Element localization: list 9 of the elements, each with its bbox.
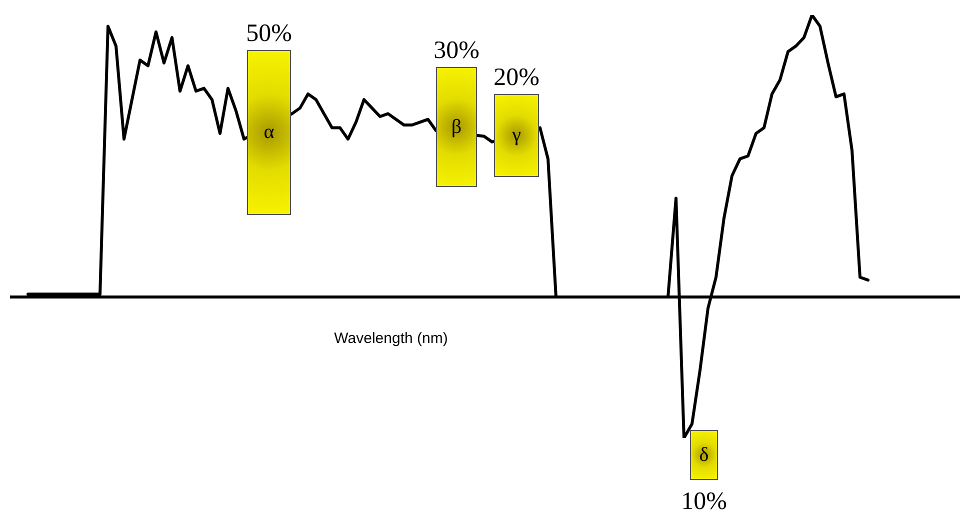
annotation: 50%: [245, 20, 293, 48]
label-box: α: [247, 50, 291, 215]
label-box: γ: [494, 94, 539, 177]
label-box: δ: [690, 430, 718, 480]
annotation: 20%: [492, 64, 540, 92]
text: 10%: [680, 488, 728, 516]
annotation: 30%: [432, 37, 480, 65]
label-box: β: [436, 67, 477, 187]
x-axis-title: Wavelength (nm): [334, 330, 448, 347]
